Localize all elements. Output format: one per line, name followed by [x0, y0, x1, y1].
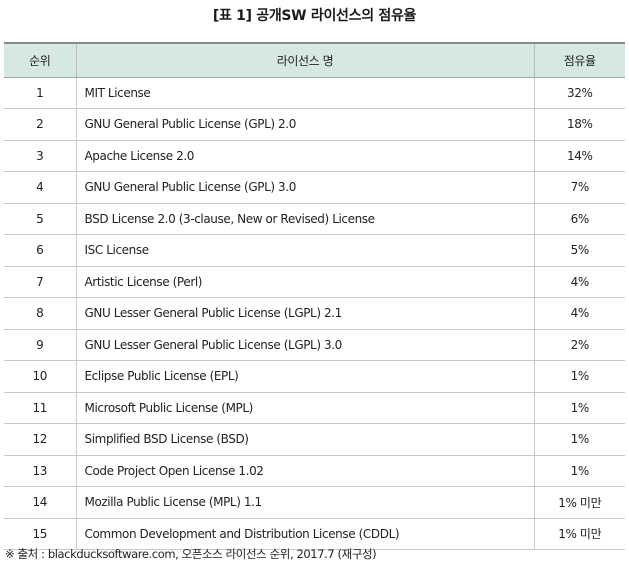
rank-cell: 2	[4, 108, 76, 141]
table-row: 10 Eclipse Public License (EPL) 1%	[4, 360, 625, 393]
table-row: 4 GNU General Public License (GPL) 3.0 7…	[4, 171, 625, 204]
license-name-cell: BSD License 2.0 (3-clause, New or Revise…	[75, 203, 534, 235]
license-name-cell: Common Development and Distribution Lice…	[75, 518, 534, 550]
table-row: 13 Code Project Open License 1.02 1%	[4, 455, 625, 487]
share-cell: 4%	[533, 297, 625, 330]
table-row: 7 Artistic License (Perl) 4%	[4, 266, 625, 298]
rank-cell: 4	[4, 171, 76, 204]
share-cell: 1%	[533, 455, 625, 487]
table-row: 6 ISC License 5%	[4, 234, 625, 267]
license-name-cell: Microsoft Public License (MPL)	[75, 392, 534, 424]
share-cell: 32%	[533, 77, 625, 109]
license-name-cell: GNU Lesser General Public License (LGPL)…	[75, 329, 534, 361]
table-row: 1 MIT License 32%	[4, 77, 625, 109]
header-share: 점유율	[533, 43, 625, 78]
rank-cell: 3	[4, 140, 76, 172]
rank-cell: 5	[4, 203, 76, 235]
share-cell: 1% 미만	[533, 518, 625, 550]
table-row: 8 GNU Lesser General Public License (LGP…	[4, 297, 625, 330]
rank-cell: 11	[4, 392, 76, 424]
share-cell: 2%	[533, 329, 625, 361]
rank-cell: 15	[4, 518, 76, 550]
table-row: 9 GNU Lesser General Public License (LGP…	[4, 329, 625, 361]
share-cell: 7%	[533, 171, 625, 204]
table-row: 3 Apache License 2.0 14%	[4, 140, 625, 172]
rank-cell: 13	[4, 455, 76, 487]
share-cell: 6%	[533, 203, 625, 235]
rank-cell: 14	[4, 486, 76, 519]
rank-cell: 12	[4, 423, 76, 456]
license-name-cell: Apache License 2.0	[75, 140, 534, 172]
share-cell: 14%	[533, 140, 625, 172]
license-name-cell: GNU Lesser General Public License (LGPL)…	[75, 297, 534, 330]
table-title: [표 1] 공개SW 라이선스의 점유율	[212, 8, 417, 24]
share-cell: 1%	[533, 360, 625, 393]
share-cell: 1%	[533, 423, 625, 456]
table-header-row: 순위 라이선스 명 점유율	[4, 43, 625, 78]
rank-cell: 10	[4, 360, 76, 393]
table-row: 11 Microsoft Public License (MPL) 1%	[4, 392, 625, 424]
license-name-cell: GNU General Public License (GPL) 2.0	[75, 108, 534, 141]
license-share-table: 순위 라이선스 명 점유율 1 MIT License 32% 2 GNU Ge…	[4, 42, 625, 550]
table-row: 14 Mozilla Public License (MPL) 1.1 1% 미…	[4, 486, 625, 519]
license-name-cell: Simplified BSD License (BSD)	[75, 423, 534, 456]
rank-cell: 9	[4, 329, 76, 361]
table-row: 12 Simplified BSD License (BSD) 1%	[4, 423, 625, 456]
license-name-cell: ISC License	[75, 234, 534, 267]
table-row: 2 GNU General Public License (GPL) 2.0 1…	[4, 108, 625, 141]
license-name-cell: GNU General Public License (GPL) 3.0	[75, 171, 534, 204]
license-name-cell: Code Project Open License 1.02	[75, 455, 534, 487]
source-note: ※ 출처 : blackducksoftware.com, 오픈소스 라이선스 …	[5, 547, 377, 561]
rank-cell: 1	[4, 77, 76, 109]
share-cell: 4%	[533, 266, 625, 298]
table-row: 5 BSD License 2.0 (3-clause, New or Revi…	[4, 203, 625, 235]
header-rank: 순위	[4, 43, 76, 78]
license-name-cell: Mozilla Public License (MPL) 1.1	[75, 486, 534, 519]
license-name-cell: MIT License	[75, 77, 534, 109]
table-row: 15 Common Development and Distribution L…	[4, 518, 625, 550]
share-cell: 1%	[533, 392, 625, 424]
license-name-cell: Eclipse Public License (EPL)	[75, 360, 534, 393]
header-license-name: 라이선스 명	[75, 43, 534, 78]
license-name-cell: Artistic License (Perl)	[75, 266, 534, 298]
share-cell: 5%	[533, 234, 625, 267]
rank-cell: 6	[4, 234, 76, 267]
rank-cell: 8	[4, 297, 76, 330]
share-cell: 1% 미만	[533, 486, 625, 519]
share-cell: 18%	[533, 108, 625, 141]
rank-cell: 7	[4, 266, 76, 298]
